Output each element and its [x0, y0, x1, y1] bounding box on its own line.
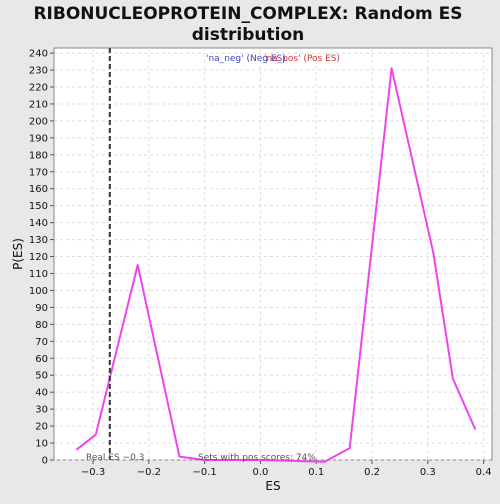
x-tick-label: −0.1 [193, 467, 217, 478]
y-tick-label: 120 [29, 252, 48, 263]
y-tick-label: 40 [35, 388, 48, 399]
series-layer [75, 67, 477, 463]
y-tick-label: 10 [35, 439, 48, 450]
y-tick-label: 210 [29, 99, 48, 110]
es-distribution-line [75, 67, 477, 463]
legend-neg: 'na_neg' (Neg ES) [206, 54, 286, 64]
y-tick-label: 110 [29, 269, 48, 280]
y-tick-label: 130 [29, 235, 48, 246]
x-tick-label: 0.0 [252, 467, 268, 478]
y-tick-label: 150 [29, 201, 48, 212]
x-tick-label: 0.1 [308, 467, 324, 478]
x-tick-label: 0.2 [364, 467, 380, 478]
y-tick-label: 160 [29, 184, 48, 195]
legend-pos: 'na_pos' (Pos ES) [264, 54, 340, 64]
y-tick-label: 240 [29, 49, 48, 60]
x-axis: −0.3 −0.2 −0.1 0.0 0.1 0.2 0.3 0.4 [81, 460, 492, 478]
x-tick-label: 0.4 [476, 467, 492, 478]
pos-scores-label: Sets with pos scores: 74% [198, 453, 316, 463]
y-tick-label: 170 [29, 167, 48, 178]
y-tick-label: 230 [29, 66, 48, 77]
y-tick-label: 80 [35, 320, 48, 331]
plot-area [53, 47, 493, 461]
y-tick-label: 190 [29, 133, 48, 144]
y-axis-title: P(ES) [11, 238, 25, 270]
y-tick-label: 60 [35, 354, 48, 365]
y-tick-label: 50 [35, 371, 48, 382]
y-tick-label: 0 [42, 456, 48, 467]
y-tick-label: 220 [29, 82, 48, 93]
y-tick-label: 140 [29, 218, 48, 229]
x-tick-label: −0.2 [137, 467, 161, 478]
x-tick-label: −0.3 [81, 467, 105, 478]
y-tick-label: 90 [35, 303, 48, 314]
y-tick-label: 180 [29, 150, 48, 161]
y-tick-label: 200 [29, 116, 48, 127]
chart-title-line-1: RIBONUCLEOPROTEIN_COMPLEX: Random ES [33, 4, 462, 24]
chart-title-line-2: distribution [192, 25, 304, 45]
y-axis: 0 10 20 30 40 50 60 70 80 90 100 110 120 130 140 150 160… [29, 49, 54, 467]
x-tick-label: 0.3 [420, 467, 436, 478]
y-tick-label: 30 [35, 405, 48, 416]
real-es-label: Real ES −0.3 [86, 453, 144, 463]
y-tick-label: 70 [35, 337, 48, 348]
y-tick-label: 100 [29, 286, 48, 297]
x-axis-title: ES [265, 479, 280, 493]
grid-lines [54, 48, 492, 461]
y-tick-label: 20 [35, 422, 48, 433]
